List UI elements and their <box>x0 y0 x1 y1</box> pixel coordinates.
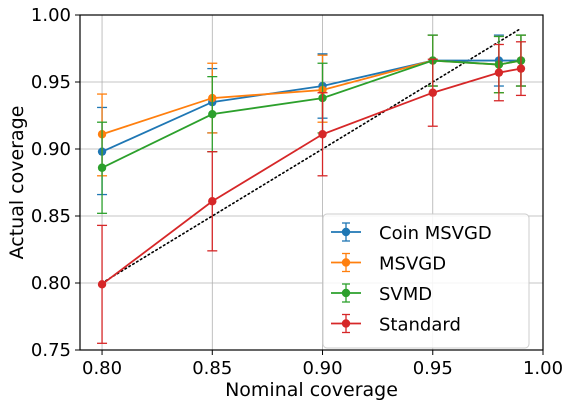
data-point <box>494 68 504 77</box>
tick-group: 0.80 0.85 0.90 0.95 1.00 0.75 0.80 0.85 0.90 0.95… <box>31 5 562 379</box>
series-2 <box>97 34 526 214</box>
plot-frame <box>79 14 544 351</box>
legend-marker <box>341 288 351 298</box>
legend-marker <box>341 227 351 237</box>
data-point <box>208 197 217 206</box>
y-axis-label: Actual coverage <box>6 106 28 260</box>
y-tick-label: 0.80 <box>31 273 71 294</box>
x-tick-label: 1.00 <box>523 358 562 379</box>
legend-label: Coin MSVGD <box>379 223 492 244</box>
series-3 <box>97 41 526 344</box>
y-tick-label: 1.00 <box>31 5 71 26</box>
data-point <box>97 163 107 172</box>
legend-label: Standard <box>379 315 461 336</box>
reference-line <box>101 27 522 284</box>
y-tick-label: 0.90 <box>31 139 71 160</box>
y-tick-label: 0.85 <box>31 206 71 227</box>
y-tick-label: 0.95 <box>31 72 71 93</box>
x-axis-label: Nominal coverage <box>225 379 398 401</box>
legend-label: SVMD <box>379 284 432 305</box>
data-point <box>428 88 437 97</box>
legend-label: MSVGD <box>379 254 446 275</box>
series-group <box>97 34 526 344</box>
y-tick-label: 0.75 <box>31 340 71 361</box>
legend-item-2: SVMD <box>331 283 432 305</box>
data-point <box>516 64 526 73</box>
series-1 <box>97 34 526 177</box>
legend-box <box>322 213 530 349</box>
reference-line-group <box>101 27 522 284</box>
legend-marker <box>341 319 351 328</box>
x-tick-label: 0.95 <box>413 358 453 379</box>
data-point <box>318 130 327 139</box>
legend-item-3: Standard <box>331 313 461 336</box>
legend: Coin MSVGD MSVGD SVMD Standard <box>322 213 530 349</box>
data-point <box>97 280 107 289</box>
x-tick-label: 0.80 <box>82 358 122 379</box>
legend-marker <box>341 258 351 267</box>
x-tick-label: 0.85 <box>192 358 232 379</box>
data-point <box>208 109 217 119</box>
legend-item-1: MSVGD <box>331 252 446 275</box>
legend-item-0: Coin MSVGD <box>331 222 492 244</box>
x-tick-label: 0.90 <box>302 358 342 379</box>
